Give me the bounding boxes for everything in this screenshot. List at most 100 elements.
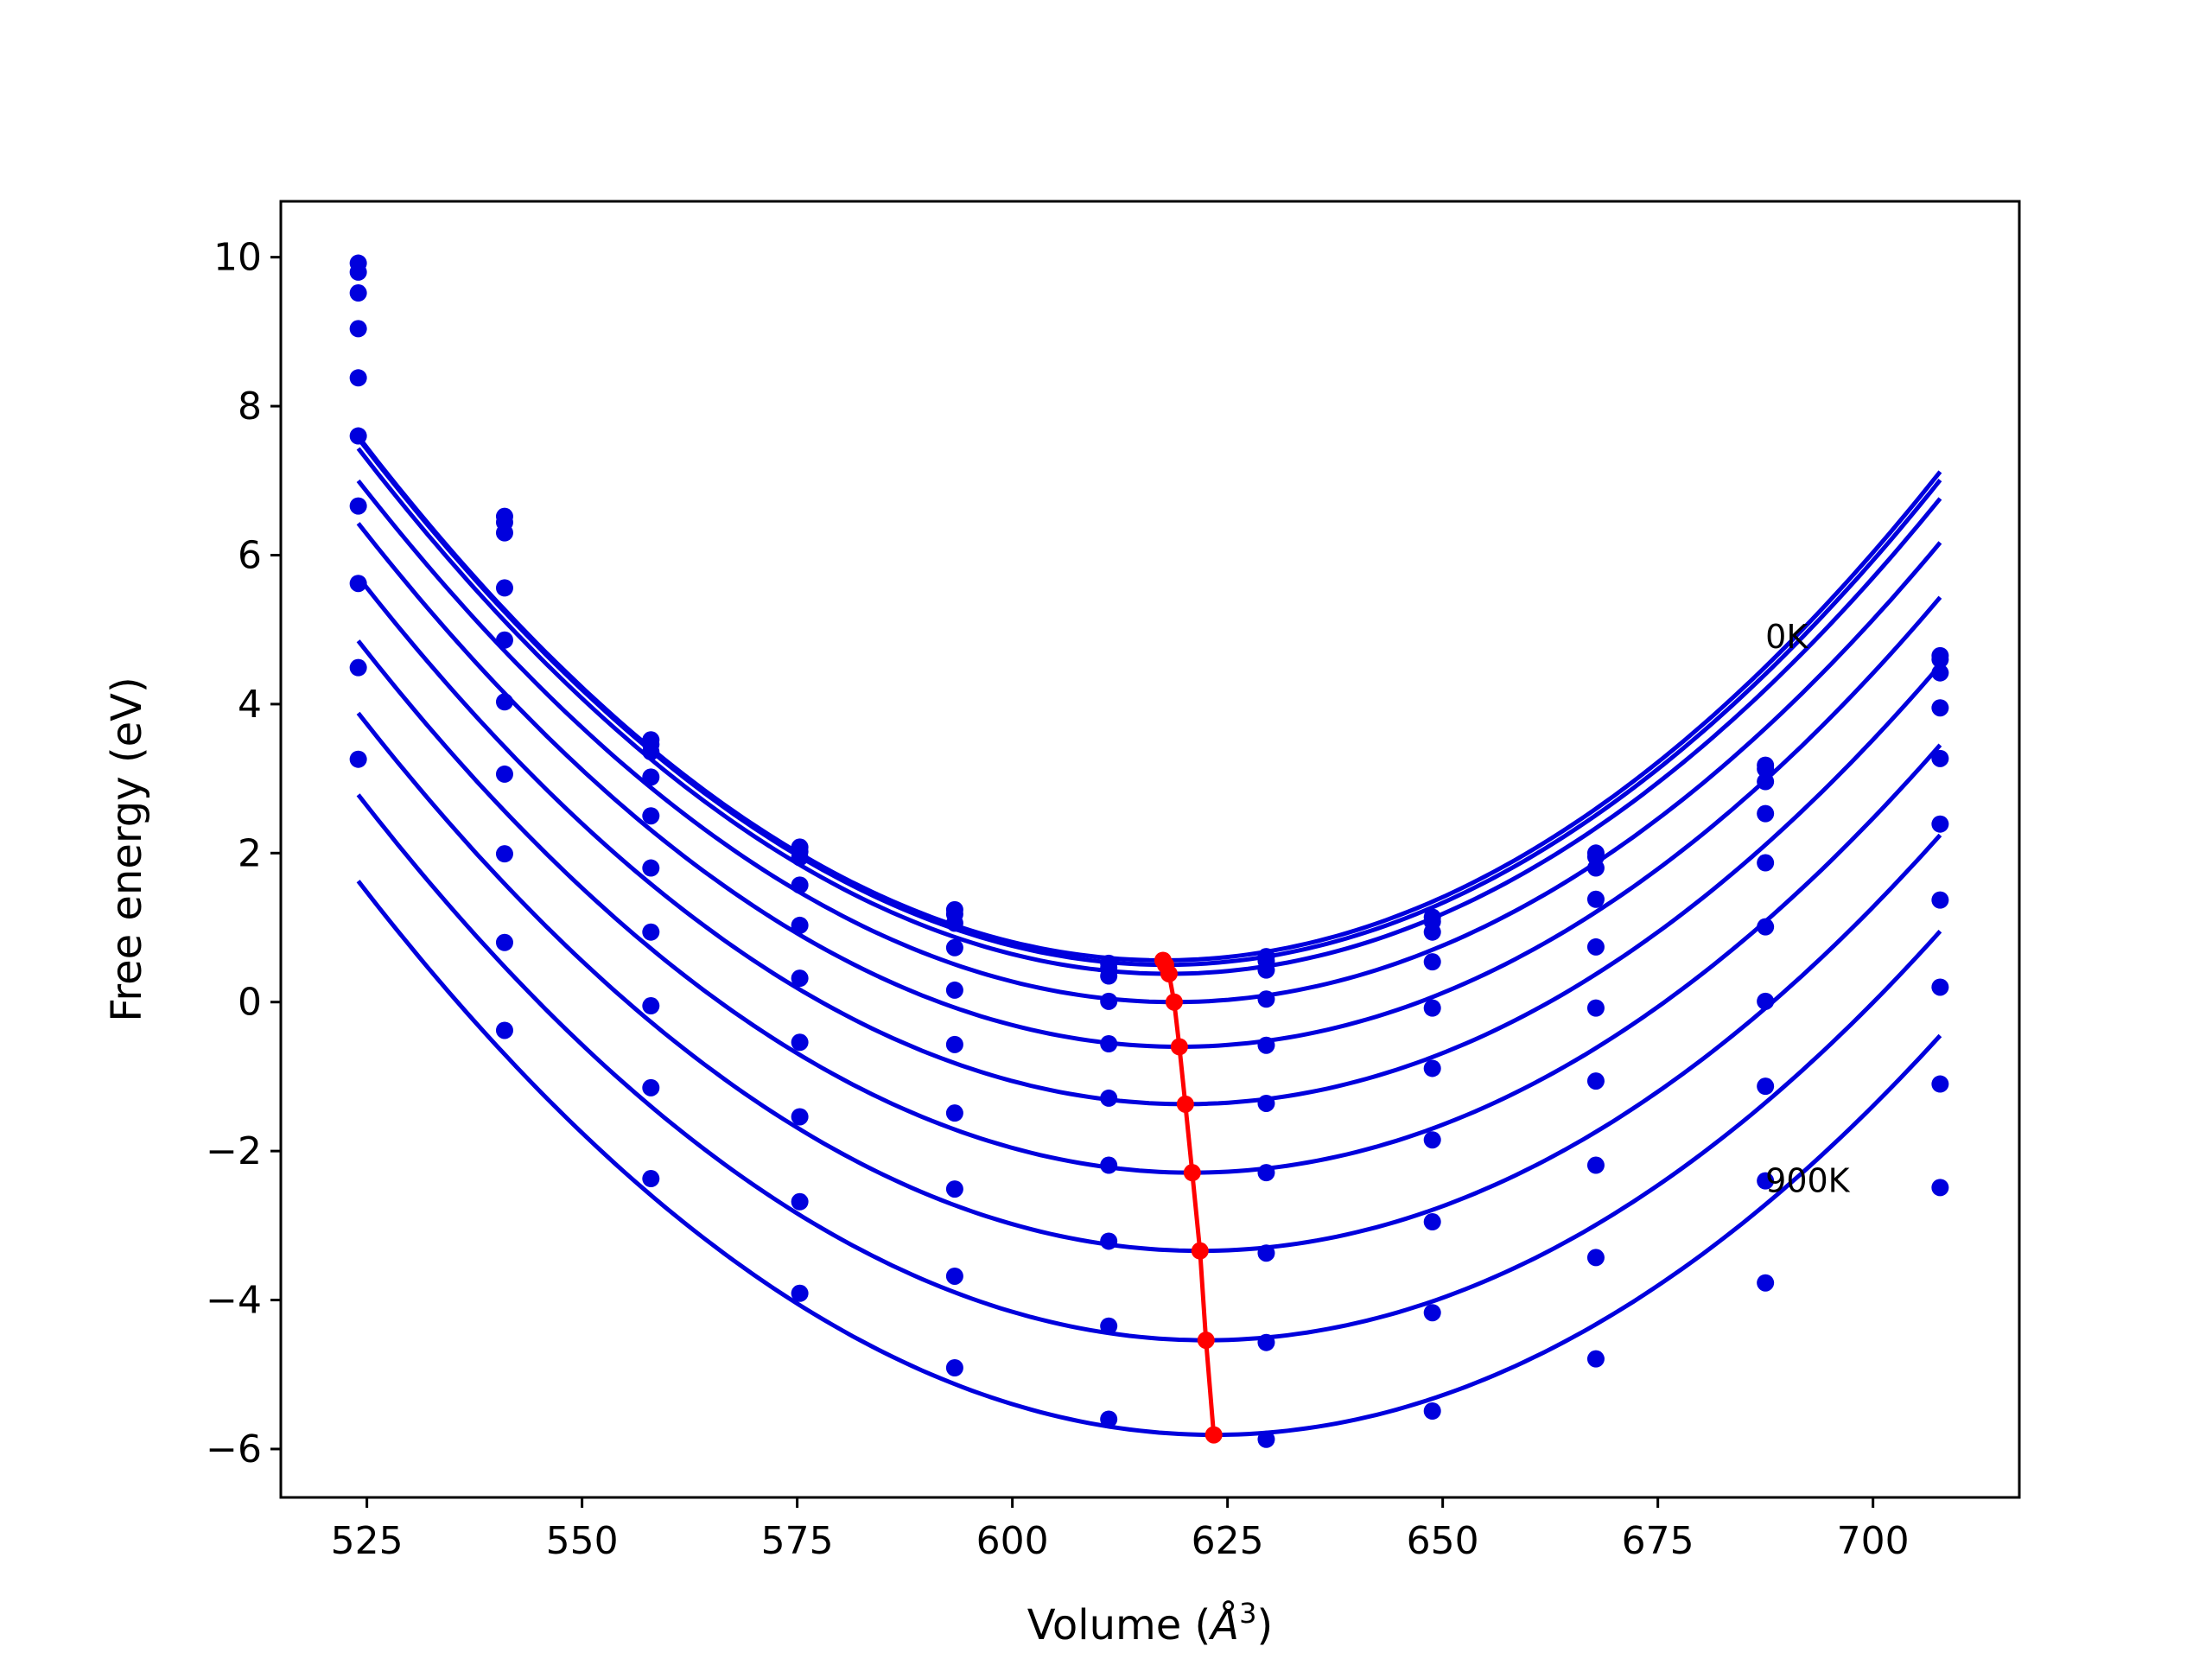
data-point [1423,1402,1441,1420]
x-axis-label-exponent: 3 [1239,1597,1256,1630]
data-point [349,369,367,387]
y-tick-label: 2 [238,831,262,875]
x-tick-label: 625 [1192,1519,1264,1563]
data-point [495,579,513,597]
data-point [495,524,513,542]
x-tick-label: 575 [761,1519,834,1563]
data-point [1757,1172,1775,1190]
minimum-point [1170,1038,1188,1056]
fit-curve-9 [356,880,1942,1438]
data-point [1586,999,1605,1017]
y-tick-label: 8 [238,385,262,429]
data-point [642,1170,660,1188]
minimum-point [1205,1426,1223,1444]
data-point [791,916,809,934]
data-point [1931,651,1949,669]
data-point [1931,978,1949,996]
data-point [642,743,660,761]
data-point [1423,1131,1441,1149]
data-point [1931,699,1949,717]
data-point [1100,967,1118,985]
data-point [1757,1077,1775,1096]
x-axis: 525 550 575 600 625 650 675 700 [331,1497,1910,1563]
x-tick-label: 675 [1622,1519,1694,1563]
data-point [1423,999,1441,1017]
minimum-point [1176,1095,1194,1113]
data-point [1586,890,1605,908]
fit-curve-1 [356,436,1942,968]
data-point [945,981,963,999]
data-point [1931,749,1949,767]
data-point [1100,1089,1118,1107]
y-tick-label: −6 [206,1427,262,1471]
data-point [1100,1410,1118,1428]
minimum-point [1191,1242,1209,1260]
data-point [1423,923,1441,941]
minimum-point [1197,1332,1215,1350]
data-point [1257,961,1275,979]
data-point [642,997,660,1015]
data-point [1423,1213,1441,1231]
data-point [791,1284,809,1302]
data-point [1423,1059,1441,1077]
data-point [642,1078,660,1096]
data-point [642,923,660,941]
data-point [791,1108,809,1126]
fit-curve-2 [356,447,1942,976]
minimum-point [1165,993,1183,1011]
data-point [1586,1249,1605,1267]
data-point [945,1267,963,1285]
y-tick-label: −2 [206,1129,262,1173]
data-point [1100,1232,1118,1250]
data-point [945,1035,963,1053]
data-point [642,807,660,825]
data-point [791,969,809,988]
fit-curve-8 [356,793,1942,1343]
data-point [1586,938,1605,956]
fit-curve-4 [356,522,1942,1049]
data-point [349,427,367,445]
data-point [1257,1430,1275,1448]
data-point [349,750,367,768]
data-point [1931,1179,1949,1197]
x-axis-label: Volume (Å3) [1027,1597,1273,1649]
data-point [1931,891,1949,909]
data-point [495,1021,513,1039]
minimum-point [1183,1164,1201,1182]
data-point [1586,1350,1605,1368]
fit-curve-7 [356,711,1942,1254]
plot-content [349,254,1949,1448]
data-point [495,765,513,783]
data-point [1757,854,1775,872]
data-point [349,575,367,593]
x-tick-label: 650 [1407,1519,1479,1563]
data-point [1757,1274,1775,1292]
data-point [945,1359,963,1376]
temperature-annotation: 0K [1765,618,1808,656]
data-point [1100,1035,1118,1052]
fit-curve-3 [356,479,1942,1005]
data-point [1100,1156,1118,1174]
data-point [945,938,963,957]
data-point [1423,953,1441,971]
y-tick-label: 0 [238,981,262,1025]
data-point [349,263,367,281]
x-tick-label: 550 [546,1519,619,1563]
plot-frame [279,200,2021,1499]
data-point [1931,815,1949,833]
data-point [1257,1333,1275,1351]
x-axis-label-main: Volume ( [1027,1601,1211,1649]
data-point [1931,1075,1949,1093]
data-point [495,693,513,711]
data-point [1423,1304,1441,1322]
data-point [1100,992,1118,1010]
data-point [1586,1156,1605,1174]
data-point [1100,1317,1118,1335]
data-point [349,284,367,302]
data-point [642,859,660,877]
y-tick-label: 4 [238,683,262,727]
data-point [1586,1072,1605,1090]
data-point [791,1033,809,1052]
